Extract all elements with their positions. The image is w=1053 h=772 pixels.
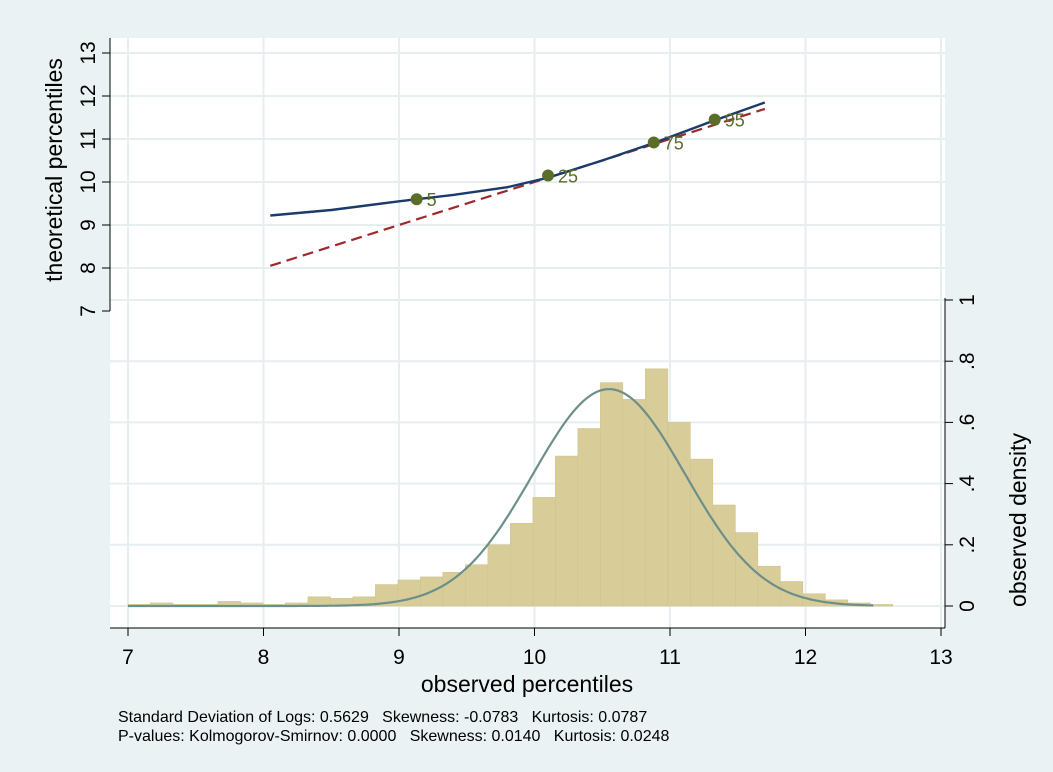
histogram-bar [577, 428, 601, 607]
x-tick-label: 8 [258, 646, 270, 669]
x-tick-label: 12 [794, 646, 817, 669]
left-tick-label: 9 [77, 219, 100, 231]
percentile-marker [708, 113, 721, 126]
right-tick-label: 0 [956, 600, 979, 612]
histogram-bar [307, 596, 331, 607]
percentile-label: 5 [427, 190, 437, 210]
left-tick-label: 8 [77, 262, 100, 274]
histogram-bar [645, 368, 669, 607]
histogram-bar [555, 455, 579, 607]
x-tick-label: 13 [929, 646, 952, 669]
histogram-bar [712, 504, 736, 607]
right-tick-label: .6 [956, 414, 979, 432]
x-tick-label: 11 [659, 646, 681, 669]
histogram-bar [600, 382, 624, 607]
reference-line [269, 107, 766, 267]
histogram-bars [127, 368, 894, 607]
percentile-label: 95 [725, 111, 745, 131]
percentile-marker [647, 136, 660, 149]
left-axis-title: theoretical percentiles [41, 58, 67, 282]
footnote-pvalues: P-values: Kolmogorov-Smirnov: 0.0000 Ske… [118, 728, 670, 745]
histogram-bar [622, 399, 646, 607]
x-tick-label: 10 [523, 646, 546, 669]
right-tick-label: 1 [956, 294, 979, 306]
percentile-label: 75 [664, 133, 684, 153]
right-tick-label: .4 [956, 475, 979, 493]
x-axis-title: observed percentiles [421, 671, 633, 697]
histogram-bar [532, 497, 556, 607]
normal-density-curve [128, 388, 874, 608]
histogram-bar [690, 458, 714, 607]
histogram-bar [869, 604, 894, 607]
footnote-stats: Standard Deviation of Logs: 0.5629 Skewn… [118, 709, 647, 726]
right-axis-title: observed density [1005, 433, 1031, 607]
quantile-curve [270, 101, 766, 217]
x-axis-ticks: 7 8 9 10 11 12 13 [122, 628, 953, 669]
left-tick-label: 11 [77, 128, 100, 150]
histogram-bar [465, 564, 489, 607]
histogram-bar [487, 544, 511, 607]
left-tick-label: 12 [77, 84, 100, 107]
left-axis-ticks: 7 8 9 10 11 12 13 [77, 41, 110, 317]
percentile-marker [410, 193, 423, 206]
left-tick-label: 7 [77, 305, 100, 317]
x-tick-label: 7 [122, 646, 134, 669]
percentile-marker [542, 169, 555, 182]
right-tick-label: .8 [956, 352, 979, 370]
histogram-bar [510, 523, 534, 607]
left-tick-label: 13 [77, 41, 100, 64]
histogram-bar [735, 532, 759, 607]
right-tick-label: .2 [956, 536, 979, 554]
right-axis-ticks: 0 .2 .4 .6 .8 1 [945, 294, 979, 612]
percentile-markers: 5 25 75 95 [410, 111, 745, 210]
x-tick-label: 9 [393, 646, 405, 669]
percentile-label: 25 [558, 167, 578, 187]
histogram-bar [397, 579, 421, 607]
left-tick-label: 10 [77, 170, 100, 193]
